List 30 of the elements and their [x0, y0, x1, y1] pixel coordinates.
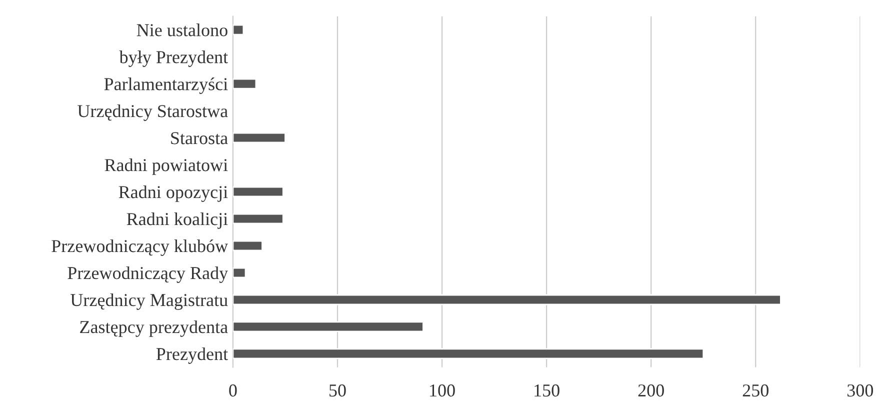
y-tick-label: Urzędnicy Starostwa: [78, 104, 228, 121]
x-tick-label: 50: [330, 384, 346, 397]
y-tick-label: Radni powiatowi: [104, 158, 228, 175]
bar: [232, 348, 704, 360]
y-tick-label: Starosta: [171, 132, 228, 144]
bar: [232, 213, 284, 224]
y-tick-label: Przewodniczący klubów: [52, 239, 228, 256]
y-tick-label: Parlamentarzyści: [104, 78, 228, 94]
bar: [232, 186, 284, 198]
bar: [232, 24, 244, 36]
x-tick-label: 150: [534, 384, 560, 397]
bar: [232, 321, 424, 332]
bar: [232, 132, 286, 144]
bar: [232, 267, 246, 278]
y-tick-label: Radni koalicji: [126, 212, 228, 229]
x-tick-label: 200: [638, 384, 664, 397]
y-tick-label: Prezydent: [156, 347, 228, 364]
y-tick-label: Radni opozycji: [118, 185, 228, 202]
bar: [232, 78, 257, 90]
x-tick-label: 300: [847, 384, 874, 397]
bar: [232, 294, 782, 306]
y-tick-label: były Prezydent: [119, 50, 228, 67]
y-tick-label: Nie ustalono: [136, 24, 228, 36]
x-tick-label: 250: [742, 384, 768, 397]
x-tick-label: 100: [430, 384, 455, 397]
y-tick-label: Zastępcy prezydenta: [80, 320, 228, 337]
y-tick-label: Przewodniczący Rady: [68, 266, 228, 283]
bar: [232, 240, 263, 252]
x-tick-label: 0: [229, 384, 237, 397]
y-tick-label: Urzędnicy Magistratu: [70, 293, 228, 310]
